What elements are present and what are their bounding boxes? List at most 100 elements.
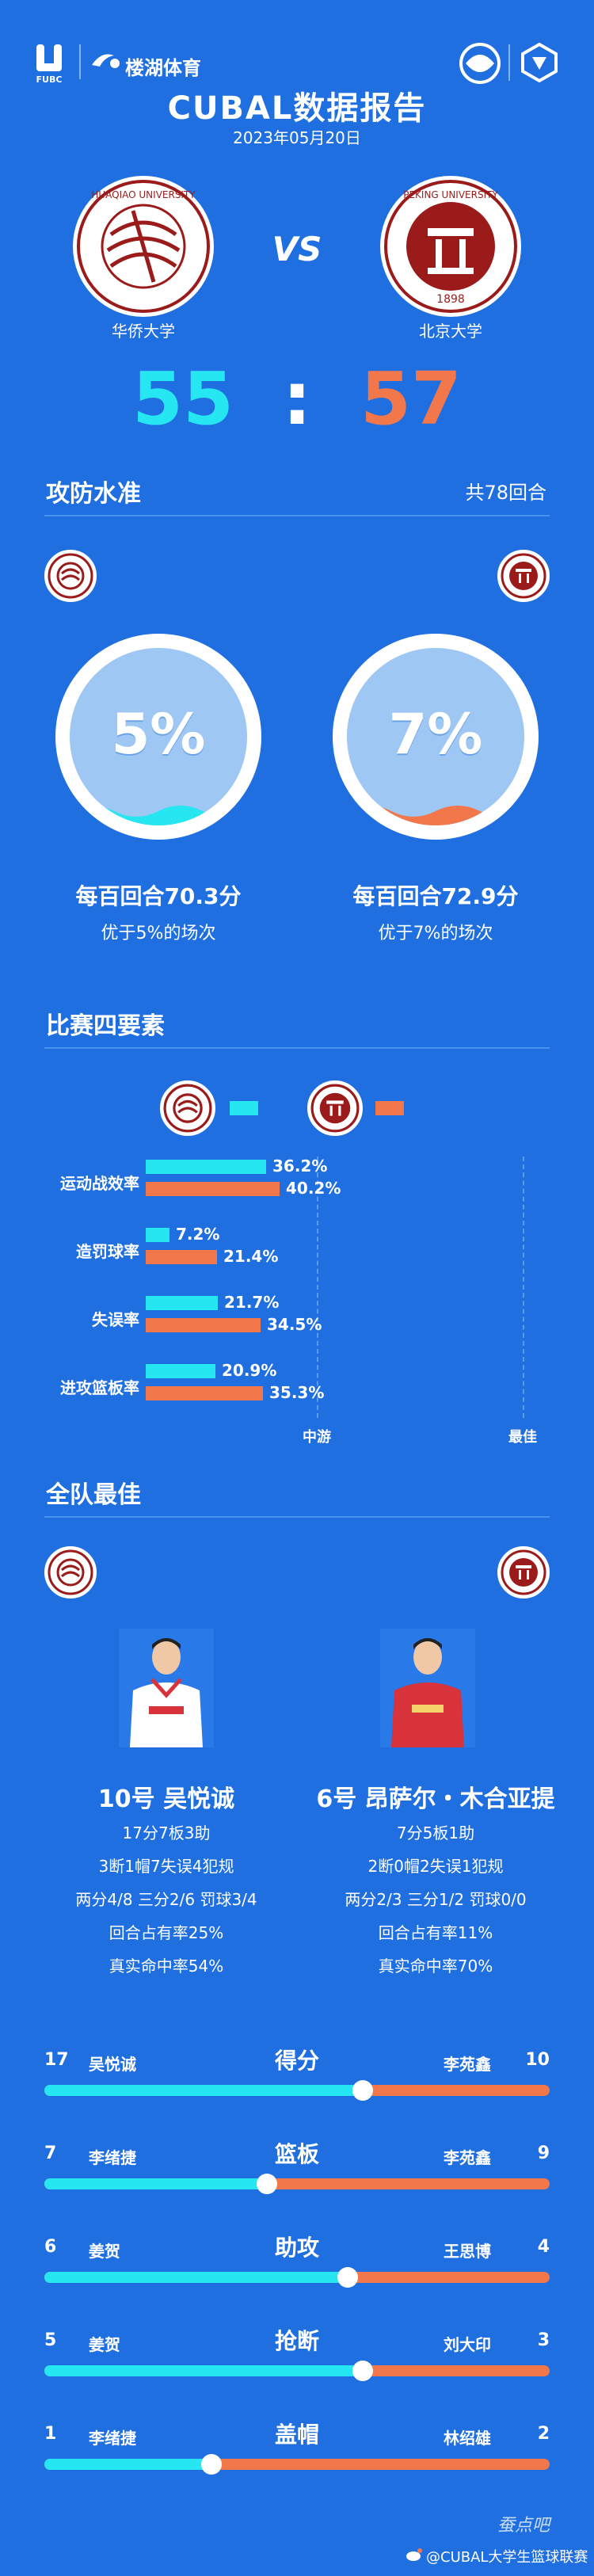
footer-watermark: 蚕点吧 [497, 2516, 550, 2536]
home-player-name: 10号 吴悦诚 [97, 1785, 235, 1813]
best-home-seal [44, 1546, 97, 1599]
best-section-title: 全队最佳 [46, 1481, 141, 1509]
away-player-name: 6号 昂萨尔・木合亚提 [316, 1785, 555, 1813]
home-player-photo [119, 1629, 214, 1747]
huaqiao-seal-icon: HUAQIAO UNIVERSITY [77, 180, 210, 313]
home-rate: 每百回合70.3分 [75, 883, 242, 909]
home-player-line3: 两分4/8 三分2/6 罚球3/4 [75, 1890, 257, 1909]
brand-divider [79, 44, 81, 79]
huaqiao-seal-small-icon [48, 553, 93, 599]
cmp-home-player: 李绪捷 [89, 2429, 136, 2448]
partner-logo-1 [458, 41, 502, 86]
home-player-line2: 3断1帽7失误4犯规 [98, 1857, 234, 1876]
best-divider [44, 1516, 550, 1518]
ff-away-bar [146, 1318, 261, 1332]
home-player-line4: 回合占有率25% [109, 1923, 224, 1942]
away-player-line3: 两分2/3 三分1/2 罚球0/0 [345, 1890, 527, 1909]
cmp-divider-knob [201, 2454, 222, 2475]
cmp-home-fill [44, 2272, 348, 2283]
huaqiao-seal-best-icon [48, 1549, 93, 1595]
away-team-name: 北京大学 [419, 322, 482, 341]
away-efficiency-wave [347, 806, 524, 825]
fubc-u-icon [36, 44, 62, 71]
away-player-line1: 7分5板1助 [396, 1823, 475, 1842]
away-efficiency-ring-inner [347, 648, 524, 825]
peking-seal-icon: PEKING UNIVERSITY 1898 [384, 180, 517, 313]
ff-row-label: 运动战效率 [60, 1174, 139, 1193]
efficiency-away-seal [497, 550, 550, 602]
cmp-away-number: 10 [525, 2050, 550, 2070]
cmp-away-player: 林绍雄 [444, 2429, 491, 2448]
ff-legend-away-seal [307, 1080, 363, 1136]
away-efficiency-ring: 7% [333, 634, 539, 840]
ff-away-value: 34.5% [267, 1315, 322, 1334]
cmp-home-player: 吴悦诚 [89, 2055, 136, 2074]
ff-away-bar [146, 1182, 280, 1196]
away-player-line2: 2断0帽2失误1犯规 [367, 1857, 504, 1876]
ff-home-bar [146, 1228, 169, 1242]
four-factors-section-title: 比赛四要素 [46, 1012, 165, 1040]
org-label: FUBC [36, 74, 63, 85]
cmp-stat-title: 得分 [274, 2048, 319, 2074]
cmp-stat-title: 抢断 [274, 2328, 319, 2354]
cmp-stat-title: 篮板 [274, 2141, 319, 2167]
cmp-home-number: 7 [44, 2143, 57, 2163]
cmp-divider-knob [352, 2361, 373, 2381]
cmp-home-number: 17 [44, 2050, 69, 2070]
brand-name: 楼湖体育 [125, 57, 201, 79]
peking-seal-best-icon [501, 1549, 546, 1595]
report-title: CUBAL数据报告 [167, 90, 427, 127]
cmp-away-number: 9 [537, 2143, 550, 2163]
cmp-away-number: 2 [537, 2424, 550, 2444]
cmp-away-player: 李苑鑫 [444, 2148, 491, 2167]
home-team-seal: HUAQIAO UNIVERSITY [73, 176, 214, 317]
cmp-home-number: 6 [44, 2237, 57, 2257]
ff-legend-home-swatch [230, 1101, 258, 1115]
ff-row-label: 失误率 [92, 1310, 139, 1329]
away-player-photo [380, 1629, 475, 1747]
ff-home-value: 7.2% [176, 1225, 220, 1244]
home-efficiency-pct: 5% [111, 702, 206, 767]
ff-home-bar [146, 1364, 215, 1378]
cmp-divider-knob [352, 2080, 373, 2101]
efficiency-section-title: 攻防水准 [46, 480, 141, 508]
cmp-home-fill [44, 2178, 267, 2189]
cmp-away-number: 4 [537, 2237, 550, 2257]
home-efficiency-ring-inner [70, 648, 247, 825]
ff-axis-best: 最佳 [508, 1429, 537, 1446]
brand-logo-icon [90, 49, 122, 73]
cmp-home-player: 姜贺 [89, 2242, 120, 2261]
cmp-home-fill [44, 2365, 363, 2376]
fubc-logo: FUBC [32, 41, 67, 89]
cmp-home-number: 1 [44, 2424, 57, 2444]
partner-logo-2 [518, 41, 561, 84]
efficiency-home-seal [44, 550, 97, 602]
cmp-home-fill [44, 2459, 211, 2470]
cmp-divider-knob [257, 2174, 277, 2194]
peking-seal-legend-icon [310, 1084, 360, 1133]
ff-away-value: 21.4% [223, 1247, 279, 1266]
away-efficiency-pct: 7% [388, 702, 483, 767]
svg-text:HUAQIAO UNIVERSITY: HUAQIAO UNIVERSITY [91, 189, 196, 200]
away-player-avatar-icon [380, 1629, 475, 1747]
ff-row-label: 进攻篮板率 [60, 1378, 139, 1397]
svg-text:1898: 1898 [436, 293, 465, 306]
globe-emblem-icon [459, 43, 501, 84]
cmp-away-player: 王思博 [444, 2242, 491, 2261]
away-rate-note: 优于7%的场次 [378, 924, 493, 943]
home-rate-note: 优于5%的场次 [101, 924, 216, 943]
ff-home-bar [146, 1160, 266, 1174]
away-player-line4: 回合占有率11% [378, 1923, 493, 1942]
cmp-home-player: 李绪捷 [89, 2148, 136, 2167]
away-rate: 每百回合72.9分 [352, 883, 519, 909]
away-score: 57 [360, 356, 463, 441]
ff-home-value: 21.7% [224, 1293, 280, 1312]
home-player-avatar-icon [119, 1629, 214, 1747]
home-score: 55 [131, 356, 234, 441]
report-date: 2023年05月20日 [233, 128, 361, 147]
ff-away-value: 35.3% [269, 1383, 325, 1402]
partner-divider [508, 44, 510, 81]
ff-guide-best [523, 1157, 524, 1418]
efficiency-rounds: 共78回合 [465, 482, 546, 504]
cmp-divider-knob [337, 2267, 358, 2288]
